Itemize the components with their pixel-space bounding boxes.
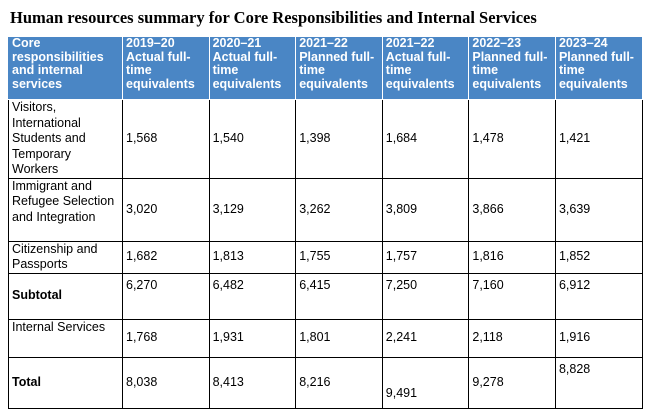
row-label: Visitors, International Students and Tem… <box>8 99 123 179</box>
table-cell: 2,241 <box>381 318 470 358</box>
table-cell: 3,262 <box>295 177 383 242</box>
table-cell: 1,813 <box>208 240 297 274</box>
table-row: Internal Services 1,768 1,931 1,801 2,24… <box>8 318 643 358</box>
header-core-responsibilities: Core responsibilities and internal servi… <box>8 36 123 100</box>
header-2019-20-actual: 2019–20 Actual full-time equivalents <box>122 36 210 100</box>
table-cell: 1,682 <box>122 240 210 274</box>
table-cell: 9,491 <box>381 356 470 409</box>
header-2022-23-planned: 2022–23 Planned full-time equivalents <box>468 36 556 100</box>
table-cell: 1,852 <box>554 240 643 274</box>
table-cell: 1,768 <box>122 318 210 358</box>
table-cell: 7,250 <box>381 272 470 320</box>
header-2023-24-planned: 2023–24 Planned full-time equivalents <box>554 36 643 100</box>
subtotal-row: Subtotal 6,270 6,482 6,415 7,250 7,160 6… <box>8 272 643 320</box>
row-label: Immigrant and Refugee Selection and Inte… <box>8 177 123 242</box>
table-cell: 6,415 <box>295 272 383 320</box>
table-cell: 8,038 <box>122 356 210 409</box>
table-cell: 1,398 <box>295 99 383 179</box>
table-cell: 1,931 <box>208 318 297 358</box>
table-cell: 1,801 <box>295 318 383 358</box>
table-row: Visitors, International Students and Tem… <box>8 99 643 179</box>
table-cell: 8,413 <box>208 356 297 409</box>
table-cell: 1,916 <box>554 318 643 358</box>
table-cell: 1,684 <box>381 99 470 179</box>
header-2021-22-planned: 2021–22 Planned full-time equivalents <box>295 36 383 100</box>
table-cell: 3,129 <box>208 177 297 242</box>
table-cell: 3,639 <box>554 177 643 242</box>
table-cell: 3,866 <box>468 177 556 242</box>
table-row: Immigrant and Refugee Selection and Inte… <box>8 177 643 242</box>
table-cell: 3,020 <box>122 177 210 242</box>
row-label: Total <box>8 356 123 409</box>
table-cell: 1,478 <box>468 99 556 179</box>
table-cell: 8,216 <box>295 356 383 409</box>
header-row: Core responsibilities and internal servi… <box>8 36 643 100</box>
table-cell: 1,421 <box>554 99 643 179</box>
table-cell: 6,912 <box>554 272 643 320</box>
row-label: Subtotal <box>8 272 123 320</box>
table-cell: 1,755 <box>295 240 383 274</box>
total-row: Total 8,038 8,413 8,216 9,491 9,278 8,82… <box>8 356 643 409</box>
table-cell: 6,482 <box>208 272 297 320</box>
header-2021-22-actual: 2021–22 Actual full-time equivalents <box>381 36 470 100</box>
table-cell: 9,278 <box>468 356 556 409</box>
table-cell: 1,540 <box>208 99 297 179</box>
table-cell: 1,568 <box>122 99 210 179</box>
table-cell: 2,118 <box>468 318 556 358</box>
table-cell: 6,270 <box>122 272 210 320</box>
table-cell: 8,828 <box>554 356 643 409</box>
row-label: Citizenship and Passports <box>8 240 123 274</box>
row-label: Internal Services <box>8 318 123 358</box>
header-2020-21-actual: 2020–21 Actual full-time equivalents <box>208 36 297 100</box>
hr-summary-table: Core responsibilities and internal servi… <box>8 36 643 409</box>
table-row: Citizenship and Passports 1,682 1,813 1,… <box>8 240 643 274</box>
table-title: Human resources summary for Core Respons… <box>10 8 537 27</box>
table-cell: 7,160 <box>468 272 556 320</box>
table-cell: 3,809 <box>381 177 470 242</box>
table-cell: 1,816 <box>468 240 556 274</box>
table-cell: 1,757 <box>381 240 470 274</box>
